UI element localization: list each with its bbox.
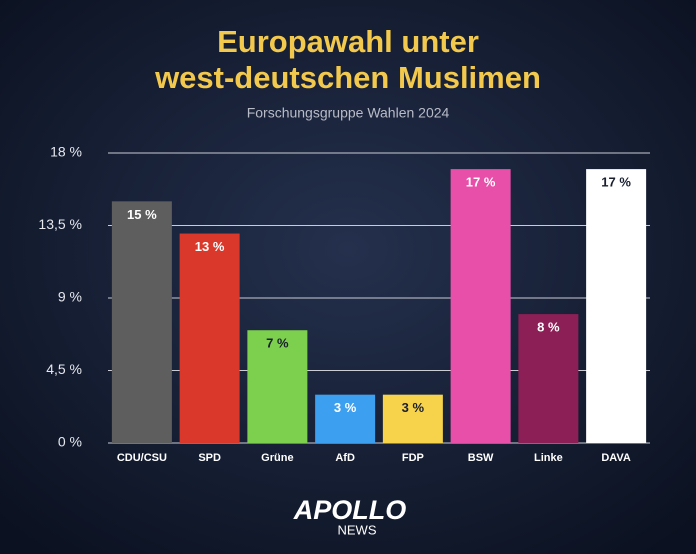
value-label: 17 %	[601, 175, 631, 190]
chart-title: Europawahl unter	[217, 24, 479, 59]
chart-title: west-deutschen Muslimen	[154, 60, 541, 95]
value-label: 13 %	[195, 239, 225, 254]
y-tick-label: 18 %	[50, 144, 82, 160]
x-tick-label: SPD	[198, 452, 221, 464]
x-tick-label: BSW	[468, 452, 494, 464]
x-tick-label: Grüne	[261, 452, 293, 464]
x-tick-label: Linke	[534, 452, 563, 464]
y-tick-label: 4,5 %	[46, 361, 82, 377]
bar	[586, 169, 647, 443]
bar	[450, 169, 511, 443]
bar	[179, 233, 240, 443]
bar	[247, 330, 308, 443]
bar	[111, 201, 172, 443]
logo: APOLLO	[293, 495, 407, 525]
value-label: 3 %	[334, 400, 357, 415]
value-label: 17 %	[466, 175, 496, 190]
y-tick-label: 0 %	[58, 434, 82, 450]
chart-subtitle: Forschungsgruppe Wahlen 2024	[247, 105, 450, 121]
bar	[382, 394, 443, 443]
y-tick-label: 13,5 %	[38, 216, 82, 232]
value-label: 15 %	[127, 207, 157, 222]
x-tick-label: CDU/CSU	[117, 452, 167, 464]
x-tick-label: AfD	[335, 452, 355, 464]
bar	[315, 394, 376, 443]
value-label: 3 %	[402, 400, 425, 415]
y-tick-label: 9 %	[58, 289, 82, 305]
bar	[518, 314, 579, 443]
logo-sub: NEWS	[338, 522, 377, 537]
x-tick-label: FDP	[402, 452, 424, 464]
x-tick-label: DAVA	[601, 452, 631, 464]
value-label: 8 %	[537, 320, 560, 335]
value-label: 7 %	[266, 336, 289, 351]
